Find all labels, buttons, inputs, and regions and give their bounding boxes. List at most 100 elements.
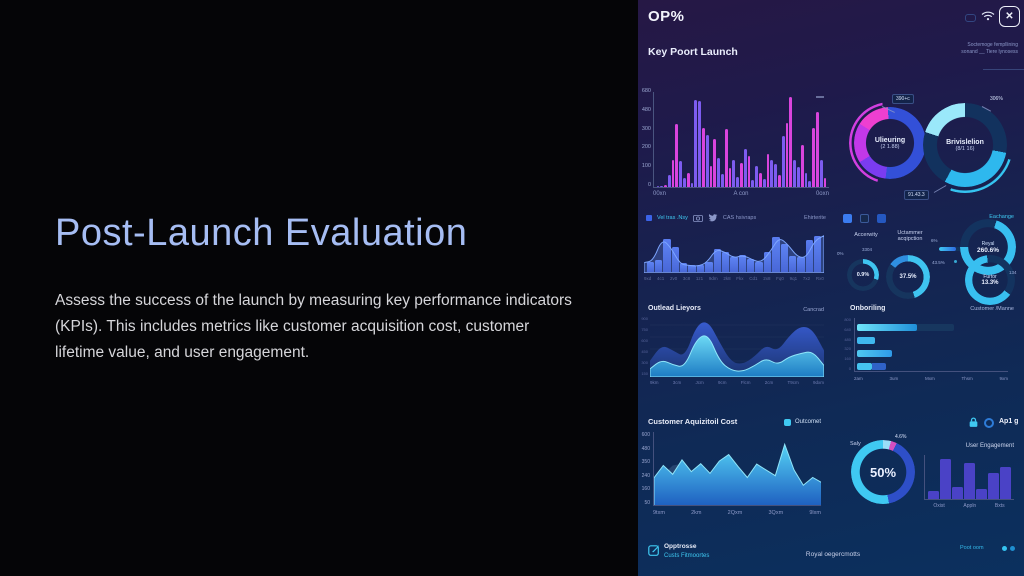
bar — [690, 182, 694, 187]
tick-label: 9q1 — [789, 276, 798, 281]
conversion-donut-label: Brivislelion (8/1 16) — [923, 103, 1007, 187]
outlead-y-axis: 900 750 600 450 300 150 — [639, 316, 648, 376]
footer-link[interactable]: Custs Fitmoortes — [664, 553, 710, 559]
gauge-donut — [851, 440, 915, 504]
tick-label: 9km — [650, 380, 659, 385]
tick-label: 2k8 — [723, 276, 731, 281]
tick-label: 100 — [641, 163, 651, 170]
tick-label: 300 — [641, 360, 648, 365]
app-square-button-3[interactable] — [877, 214, 886, 223]
footer-right-label: Poot oom — [960, 545, 984, 551]
edit-icon[interactable] — [648, 544, 660, 556]
tick-label: Flcm — [740, 380, 751, 385]
bar — [713, 139, 717, 187]
furtor-donut-label: Furtor 13.3% — [965, 255, 1015, 305]
bar — [717, 158, 721, 187]
tick-label: 480 — [641, 445, 650, 452]
bar — [815, 112, 819, 187]
tick-label: 9txm — [653, 510, 665, 516]
measuring-sublabel: (2 1.88) — [880, 143, 900, 150]
conversion-label: Brivislelion — [946, 138, 984, 146]
bar — [743, 148, 747, 187]
bar — [812, 127, 815, 187]
wifi-icon — [981, 11, 995, 21]
onboarding-right-label: Customer /Manne — [970, 306, 1014, 312]
bar — [808, 180, 812, 187]
tick-label: Fq0 — [776, 276, 784, 281]
tick-label: 9dxm — [812, 380, 824, 385]
cac-legend-label: Outcomet — [795, 419, 822, 425]
bar — [819, 160, 823, 187]
tick-label: 3cm — [672, 380, 682, 385]
outlead-right-label: Cancrad — [803, 307, 824, 313]
tick-label: 9xm — [999, 376, 1008, 381]
engagement-title: User Engagement — [965, 443, 1014, 449]
tick-label: Thsm — [961, 376, 973, 381]
bar — [671, 159, 675, 187]
app-square-button-2[interactable] — [860, 214, 869, 223]
bar — [762, 179, 766, 187]
bar — [663, 238, 671, 272]
bar — [696, 265, 705, 272]
cac-x-axis: 9txm 2km 2Qxm 3Qxm 9lxm — [653, 510, 821, 516]
bar — [755, 165, 759, 187]
bar — [686, 172, 690, 187]
outlead-title: Outlead Lieyors — [648, 305, 701, 312]
engagement-bar-chart — [924, 455, 1014, 500]
tick-label: 240 — [641, 472, 650, 479]
bar — [976, 488, 988, 499]
bar — [730, 257, 738, 272]
tick-label: 600 — [641, 338, 648, 343]
bar — [789, 96, 793, 187]
bar — [736, 176, 740, 187]
tick-label: 2x8 — [763, 276, 771, 281]
volume-x-axis: 00xn A con 0oxn — [653, 191, 829, 197]
outlead-x-axis: 9km 3cm Jcm 9cm Flcm 2cm T9cm 9dxm — [650, 380, 824, 385]
gauge-value: 50% — [869, 464, 897, 480]
tick-label: 9cm — [717, 380, 727, 385]
tick-label: 2am — [854, 376, 863, 381]
lock-icon — [969, 417, 978, 427]
gauge-label: Saly — [850, 441, 861, 447]
hbar-row — [857, 363, 1008, 370]
bar — [664, 184, 667, 187]
tick-label: 00xn — [653, 191, 667, 197]
bar — [709, 166, 713, 187]
bar — [713, 248, 721, 272]
bar — [770, 160, 774, 187]
bar — [705, 261, 713, 272]
bar — [694, 99, 698, 187]
bar — [698, 101, 702, 187]
close-button[interactable]: ✕ — [999, 6, 1020, 27]
app-square-button-1[interactable] — [843, 214, 852, 223]
furtor-value: 13.3% — [981, 280, 999, 286]
onboarding-bar-chart — [854, 318, 1008, 372]
tick-label: 800 — [844, 317, 851, 322]
bar — [772, 237, 780, 272]
reyal-label: Reyal — [981, 240, 995, 247]
kpi-slider[interactable] — [939, 247, 969, 251]
tick-label: 480 — [641, 106, 651, 113]
legend-square-icon — [646, 215, 652, 221]
cac-y-axis: 600 480 350 240 160 50 — [638, 432, 650, 506]
conversion-sublabel: (8/1 16) — [955, 145, 975, 152]
apps-label: Ap1 g — [999, 418, 1019, 425]
tick-label: 3um — [889, 376, 899, 381]
tick-label: 160 — [844, 356, 851, 362]
bar — [988, 472, 1000, 499]
bar — [805, 240, 813, 272]
tick-label: Fkx — [736, 276, 744, 281]
acquisition-right-label: 43.5% — [932, 260, 945, 265]
tick-label: 900 — [641, 316, 648, 321]
acquisition-title: Uctammer acqipction — [897, 230, 923, 242]
furtor-donut — [965, 255, 1015, 305]
footer-center-label: Royal oegercmotts — [805, 551, 861, 558]
tick-label: 750 — [641, 327, 648, 332]
volume-y-axis: 680 480 300 200 100 0 — [638, 88, 651, 188]
tick-label: Mxm — [925, 376, 935, 381]
outlead-area-chart — [650, 322, 824, 377]
tick-label: 2cm — [764, 380, 774, 385]
page-title: Post-Launch Evaluation — [55, 212, 468, 254]
bar — [759, 173, 762, 187]
measuring-donut-label: Ulieuring (2 1.88) — [854, 107, 926, 179]
